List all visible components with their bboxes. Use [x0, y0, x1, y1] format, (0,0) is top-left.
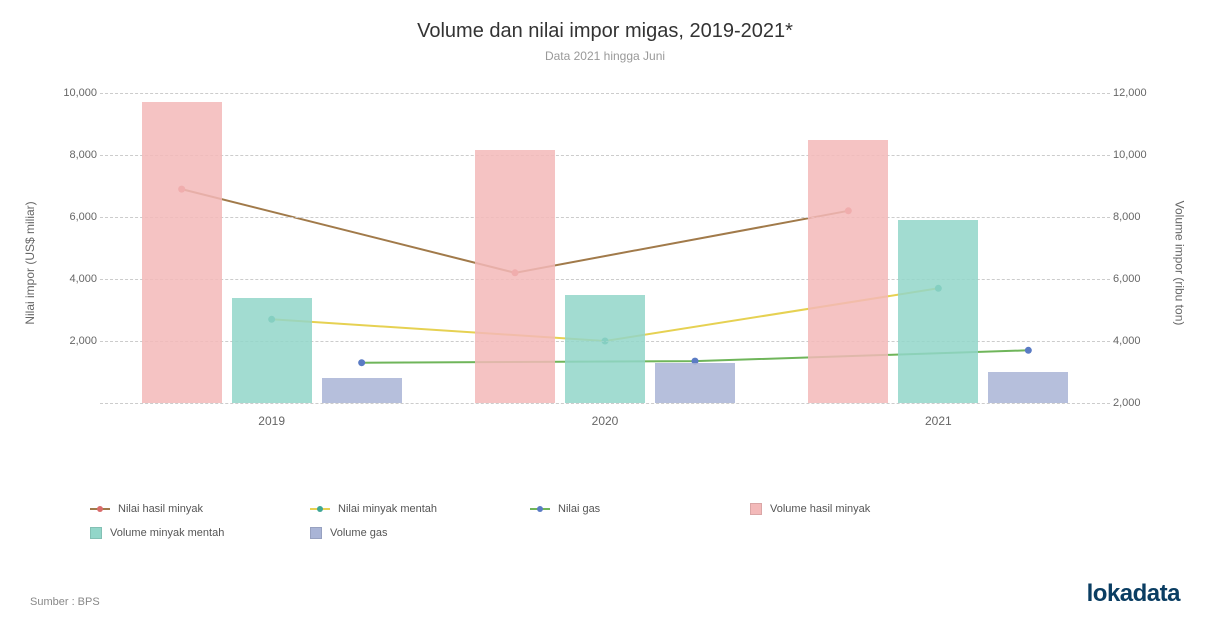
logo-text: lokadata — [1087, 580, 1180, 607]
legend-label: Nilai gas — [558, 503, 600, 515]
grid-line — [100, 217, 1110, 218]
legend-item-nilai_minyak_mentah: Nilai minyak mentah — [310, 503, 530, 515]
chart-container: Volume dan nilai impor migas, 2019-2021*… — [0, 0, 1210, 628]
legend-swatch-bar — [750, 503, 762, 515]
y-tick-right: 4,000 — [1113, 335, 1153, 347]
bar-gas — [655, 363, 735, 403]
plot-region: 2,0004,0006,0008,00010,0002,0004,0006,00… — [105, 93, 1105, 403]
legend-swatch-bar — [310, 527, 322, 539]
legend-item-nilai_hasil_minyak: Nilai hasil minyak — [90, 503, 310, 515]
legend: Nilai hasil minyak Nilai minyak mentah Nil… — [30, 503, 1180, 551]
x-tick: 2020 — [592, 414, 619, 428]
y-axis-left-label: Nilai impor (US$ miliar) — [23, 201, 37, 324]
legend-label: Volume gas — [330, 527, 387, 539]
y-axis-right-label: Volume impor (ribu ton) — [1173, 201, 1187, 326]
grid-baseline — [100, 403, 1110, 404]
legend-swatch-line — [530, 508, 550, 510]
legend-label: Volume hasil minyak — [770, 503, 870, 515]
footer: Sumber : BPS lokadata — [30, 580, 1180, 608]
y-tick-right: 6,000 — [1113, 273, 1153, 285]
legend-label: Nilai hasil minyak — [118, 503, 203, 515]
logo: lokadata — [1087, 580, 1180, 608]
legend-label: Nilai minyak mentah — [338, 503, 437, 515]
bar-gas — [988, 372, 1068, 403]
legend-swatch-bar — [90, 527, 102, 539]
y-tick-right: 8,000 — [1113, 211, 1153, 223]
chart-area: Nilai impor (US$ miliar) Volume impor (r… — [30, 83, 1180, 443]
x-tick: 2021 — [925, 414, 952, 428]
marker-nilai_gas — [358, 359, 365, 366]
grid-line — [100, 93, 1110, 94]
legend-item-minyak_mentah: Volume minyak mentah — [90, 527, 310, 539]
legend-item-hasil_minyak: Volume hasil minyak — [750, 503, 970, 515]
y-tick-right: 12,000 — [1113, 87, 1153, 99]
bar-minyak_mentah — [232, 298, 312, 403]
x-tick: 2019 — [258, 414, 285, 428]
y-tick-left: 4,000 — [57, 273, 97, 285]
legend-item-gas: Volume gas — [310, 527, 530, 539]
chart-title: Volume dan nilai impor migas, 2019-2021* — [30, 20, 1180, 43]
bar-gas — [322, 378, 402, 403]
y-tick-left: 10,000 — [57, 87, 97, 99]
bar-minyak_mentah — [565, 295, 645, 404]
legend-marker-dot — [97, 506, 103, 512]
legend-marker-dot — [317, 506, 323, 512]
legend-marker-dot — [537, 506, 543, 512]
bar-hasil_minyak — [142, 102, 222, 403]
y-tick-left: 6,000 — [57, 211, 97, 223]
grid-line — [100, 155, 1110, 156]
legend-label: Volume minyak mentah — [110, 527, 224, 539]
chart-subtitle: Data 2021 hingga Juni — [30, 49, 1180, 63]
source-text: Sumber : BPS — [30, 596, 100, 608]
legend-swatch-line — [310, 508, 330, 510]
y-tick-left: 2,000 — [57, 335, 97, 347]
legend-swatch-line — [90, 508, 110, 510]
bar-hasil_minyak — [475, 150, 555, 403]
legend-item-nilai_gas: Nilai gas — [530, 503, 750, 515]
marker-nilai_gas — [1025, 347, 1032, 354]
y-tick-right: 2,000 — [1113, 397, 1153, 409]
y-tick-left: 8,000 — [57, 149, 97, 161]
bar-minyak_mentah — [898, 220, 978, 403]
y-tick-right: 10,000 — [1113, 149, 1153, 161]
bar-hasil_minyak — [808, 140, 888, 404]
